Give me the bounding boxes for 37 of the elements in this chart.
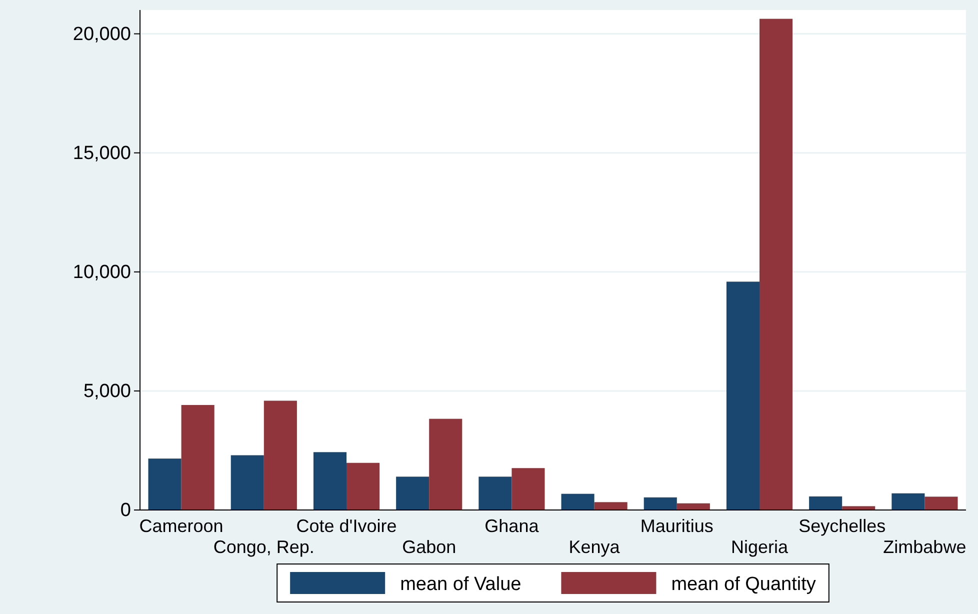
x-tick-label: Cameroon (139, 516, 224, 536)
bar (181, 405, 214, 510)
bar (230, 455, 264, 510)
x-tick-label: Cote d'Ivoire (296, 516, 397, 536)
bar (676, 503, 710, 510)
bar (313, 452, 346, 510)
bar (478, 476, 512, 510)
bar (429, 418, 462, 510)
y-tick-label: 10,000 (72, 262, 131, 283)
x-tick-label: Mauritius (640, 516, 714, 536)
bar (512, 468, 545, 510)
bar (809, 496, 842, 510)
x-tick-label: Zimbabwe (883, 537, 966, 557)
bar (148, 458, 182, 510)
bar (760, 18, 793, 510)
legend-label: mean of Value (400, 574, 522, 595)
y-tick-label: 5,000 (83, 381, 131, 402)
bar (892, 493, 925, 510)
y-tick-label: 0 (120, 500, 131, 522)
bar (264, 400, 297, 510)
bar (346, 462, 380, 510)
bar (842, 506, 876, 510)
bar (924, 496, 958, 510)
x-tick-label: Nigeria (730, 537, 789, 557)
bar (644, 497, 677, 510)
x-tick-label: Kenya (568, 537, 621, 557)
bar (396, 476, 430, 510)
legend-label: mean of Quantity (671, 574, 816, 595)
x-tick-label: Seychelles (798, 516, 886, 536)
bar (726, 282, 760, 510)
x-tick-label: Congo, Rep. (213, 537, 314, 557)
x-tick-label: Ghana (484, 516, 540, 536)
bar (594, 502, 628, 510)
x-tick-label: Gabon (402, 537, 456, 557)
y-tick-label: 20,000 (72, 24, 131, 45)
bar (561, 494, 594, 510)
y-tick-label: 15,000 (72, 142, 131, 164)
